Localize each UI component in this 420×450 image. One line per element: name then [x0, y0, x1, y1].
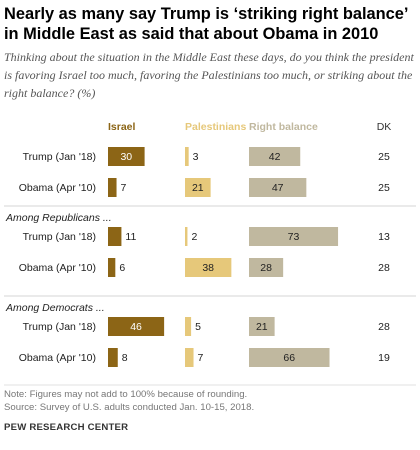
bar-palestinians: [185, 258, 232, 277]
bar-right-balance: [249, 147, 301, 166]
chart-source: Source: Survey of U.S. adults conducted …: [4, 402, 255, 413]
column-header-palestinians: Palestinians: [185, 121, 246, 133]
bar-palestinians: [185, 178, 211, 197]
data-label-palestinians: 7: [198, 352, 204, 364]
data-label-right-balance: 28: [260, 262, 272, 274]
data-label-dk: 13: [378, 231, 390, 243]
data-label-right-balance: 21: [256, 321, 268, 333]
bar-right-balance: [249, 348, 330, 367]
data-label-israel: 6: [119, 262, 125, 274]
row-label: Trump (Jan '18): [23, 151, 96, 163]
data-label-dk: 28: [378, 262, 390, 274]
data-label-dk: 25: [378, 182, 390, 194]
data-label-dk: 19: [378, 352, 390, 364]
column-header-right-balance: Right balance: [249, 121, 318, 133]
column-header-dk: DK: [377, 121, 392, 133]
bar-israel: [108, 348, 118, 367]
data-label-palestinians: 3: [193, 151, 199, 163]
chart-subtitle: Thinking about the situation in the Midd…: [4, 50, 414, 100]
column-header-israel: Israel: [108, 121, 136, 133]
data-label-israel: 11: [125, 231, 136, 243]
bar-palestinians: [185, 147, 189, 166]
group-label: Among Democrats ...: [5, 302, 105, 314]
data-label-israel: 7: [121, 182, 127, 194]
bar-palestinians: [185, 348, 194, 367]
data-label-right-balance: 66: [283, 352, 295, 364]
data-label-palestinians: 21: [192, 182, 204, 194]
data-label-right-balance: 42: [269, 151, 281, 163]
bar-right-balance: [249, 317, 275, 336]
data-label-israel: 46: [130, 321, 142, 333]
bar-israel: [108, 147, 145, 166]
bar-right-balance: [249, 178, 307, 197]
row-label: Obama (Apr '10): [19, 182, 96, 194]
data-label-dk: 28: [378, 321, 390, 333]
data-label-israel: 30: [120, 151, 132, 163]
bar-palestinians: [185, 317, 192, 336]
row-label: Trump (Jan '18): [23, 231, 96, 243]
group-label: Among Republicans ...: [5, 212, 112, 224]
bar-israel: [108, 227, 122, 246]
bar-palestinians: [185, 227, 188, 246]
data-label-palestinians: 5: [195, 321, 201, 333]
bar-right-balance: [249, 227, 339, 246]
chart-title: Nearly as many say Trump is ‘striking ri…: [4, 5, 408, 43]
bar-israel: [108, 317, 165, 336]
bar-israel: [108, 178, 117, 197]
data-label-palestinians: 38: [202, 262, 214, 274]
data-label-israel: 8: [122, 352, 128, 364]
row-label: Obama (Apr '10): [19, 262, 96, 274]
bar-israel: [108, 258, 116, 277]
data-label-right-balance: 47: [272, 182, 284, 194]
bar-right-balance: [249, 258, 284, 277]
row-label: Obama (Apr '10): [19, 352, 96, 364]
chart-credit: PEW RESEARCH CENTER: [4, 422, 129, 433]
data-label-palestinians: 2: [191, 231, 197, 243]
data-label-right-balance: 73: [288, 231, 300, 243]
row-label: Trump (Jan '18): [23, 321, 96, 333]
data-label-dk: 25: [378, 151, 390, 163]
chart-note: Note: Figures may not add to 100% becaus…: [4, 389, 248, 400]
